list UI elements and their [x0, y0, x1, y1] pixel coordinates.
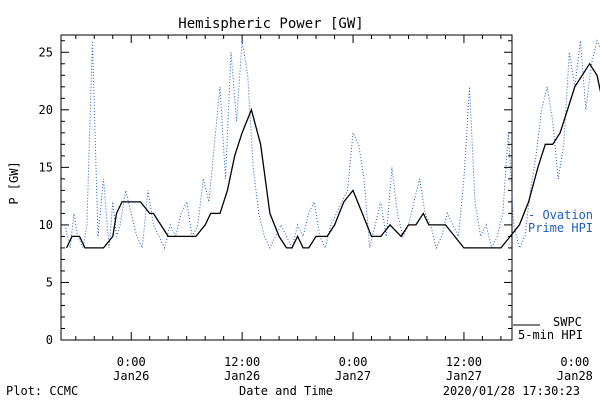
y-tick-label: 20	[39, 103, 53, 117]
x-axis-label: Date and Time	[239, 384, 333, 398]
legend-ovation-line2: Prime HPI	[528, 221, 593, 235]
x-tick-label-date: Jan26	[224, 369, 260, 383]
x-tick-label-time: 12:00	[446, 355, 482, 369]
x-tick-label-time: 0:00	[339, 355, 368, 369]
series-group	[64, 39, 600, 250]
y-tick-label: 15	[39, 160, 53, 174]
legend-swpc-line2: 5-min HPI	[518, 328, 583, 342]
y-axis: 0 5 10 15 20 25	[39, 40, 512, 347]
footer-plot-source: Plot: CCMC	[6, 384, 78, 398]
legend-ovation-line1: - Ovation	[528, 208, 593, 222]
legend-swpc-line1: SWPC	[553, 315, 582, 329]
x-axis: 0:00Jan2612:00Jan260:00Jan2712:00Jan270:…	[75, 35, 593, 383]
x-tick-label-date: Jan28	[557, 369, 593, 383]
x-tick-label-time: 0:00	[560, 355, 589, 369]
x-tick-label-time: 12:00	[224, 355, 260, 369]
y-tick-label: 10	[39, 218, 53, 232]
x-tick-label-date: Jan27	[446, 369, 482, 383]
x-tick-label-date: Jan27	[335, 369, 371, 383]
series-ovation-prime-line	[64, 39, 600, 250]
y-tick-label: 0	[46, 333, 53, 347]
footer-timestamp: 2020/01/28 17:30:23	[443, 384, 580, 398]
y-tick-label: 25	[39, 45, 53, 59]
y-axis-label: P [GW]	[7, 161, 21, 204]
series-swpc-line	[65, 62, 600, 249]
plot-frame	[60, 34, 513, 341]
y-tick-label: 5	[46, 275, 53, 289]
x-tick-label-time: 0:00	[117, 355, 146, 369]
x-tick-label-date: Jan26	[113, 369, 149, 383]
chart-title: Hemispheric Power [GW]	[178, 16, 363, 32]
